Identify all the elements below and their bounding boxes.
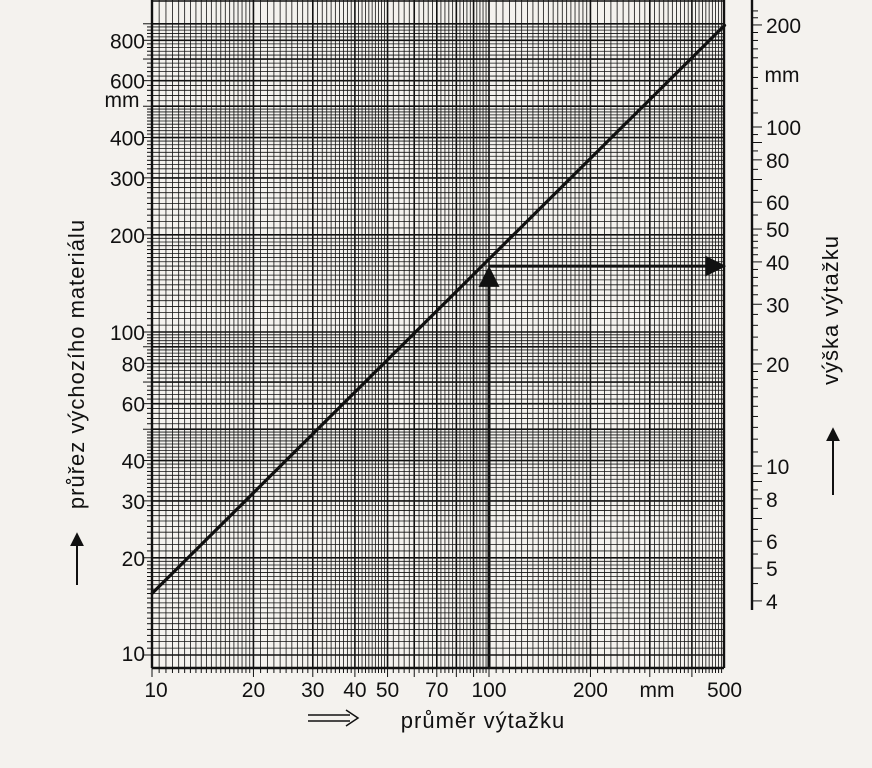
y-tick-label: 300 bbox=[110, 168, 145, 191]
x-tick-label: 10 bbox=[144, 679, 167, 702]
y-tick-label: 30 bbox=[122, 491, 145, 514]
x-tick-label: 200 bbox=[573, 679, 608, 702]
y-axis-title: průřez výchozího materiálu bbox=[64, 219, 89, 509]
grid-layer bbox=[151, 0, 724, 668]
right-tick-label: 5 bbox=[766, 558, 778, 581]
right-tick-label: 20 bbox=[766, 354, 789, 377]
x-tick-label: 70 bbox=[425, 679, 448, 702]
y-tick-label: 200 bbox=[110, 225, 145, 248]
right-axis-unit: mm bbox=[765, 64, 800, 87]
series-layer bbox=[150, 23, 727, 668]
y-tick-label: 400 bbox=[110, 128, 145, 151]
y-tick-label: 60 bbox=[122, 394, 145, 417]
right-tick-label: 10 bbox=[766, 456, 789, 479]
right-tick-label: 80 bbox=[766, 150, 789, 173]
y-tick-label: 10 bbox=[122, 643, 145, 666]
y-tick-label: 40 bbox=[122, 451, 145, 474]
right-axis-title: výška výtažku bbox=[818, 235, 843, 385]
right-tick-label: 100 bbox=[766, 117, 801, 140]
right-tick-label: 6 bbox=[766, 531, 778, 554]
right-tick-label: 60 bbox=[766, 192, 789, 215]
plot-frame bbox=[143, 0, 726, 677]
x-axis-title: průměr výtažku bbox=[401, 708, 565, 733]
y-tick-label: 100 bbox=[110, 322, 145, 345]
x-tick-label: 500 bbox=[707, 679, 742, 702]
x-tick-label: 50 bbox=[376, 679, 399, 702]
x-axis-unit: mm bbox=[640, 679, 675, 702]
y-axis-unit: mm bbox=[105, 89, 140, 112]
right-tick-label: 30 bbox=[766, 294, 789, 317]
y-tick-label: 800 bbox=[110, 30, 145, 53]
right-tick-label: 8 bbox=[766, 489, 778, 512]
right-tick-label: 4 bbox=[766, 591, 778, 614]
tick-label-layer: 10 20 30 40 50 70 100 200 500 10 20 30 40 60 80 100 200 3… bbox=[110, 15, 801, 702]
right-scale bbox=[750, 0, 762, 610]
x-tick-label: 40 bbox=[343, 679, 366, 702]
right-tick-label: 50 bbox=[766, 219, 789, 242]
y-tick-label: 20 bbox=[122, 548, 145, 571]
series-line bbox=[150, 23, 727, 596]
y-tick-label: 80 bbox=[122, 353, 145, 376]
x-tick-label: 30 bbox=[301, 679, 324, 702]
right-tick-label: 200 bbox=[766, 15, 801, 38]
right-tick-label: 40 bbox=[766, 252, 789, 275]
x-axis-title-arrow bbox=[308, 709, 360, 727]
x-tick-label: 20 bbox=[242, 679, 265, 702]
y-tick-label: 600 bbox=[110, 71, 145, 94]
x-tick-label: 100 bbox=[471, 679, 506, 702]
